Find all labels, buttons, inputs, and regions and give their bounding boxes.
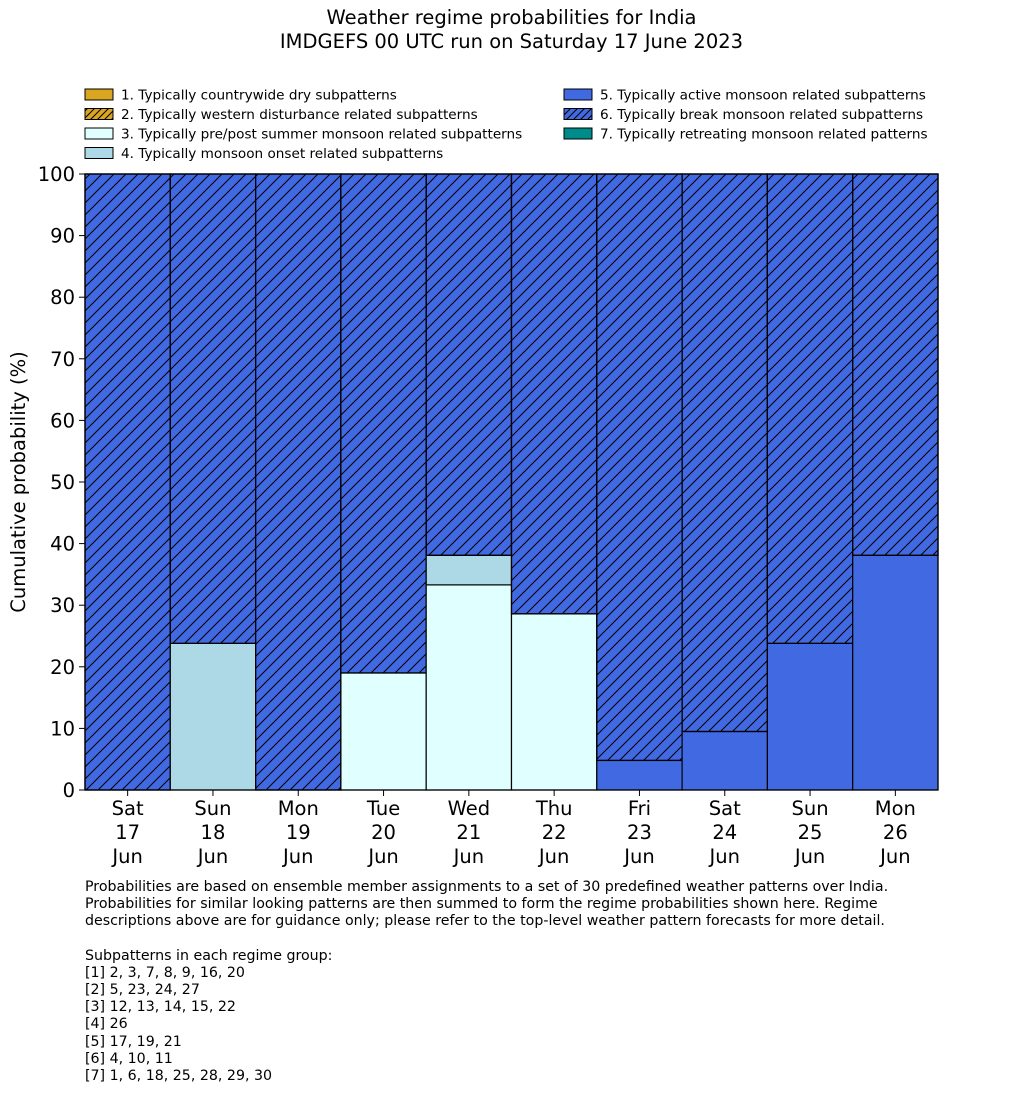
y-tick-label: 40 [50, 533, 75, 556]
legend-swatch-regime-5 [563, 88, 593, 101]
y-tick-label: 0 [63, 779, 75, 802]
group-line: [2] 5, 23, 24, 27 [85, 982, 200, 999]
legend-label-regime-3: 3. Typically pre/post summer monsoon rel… [121, 127, 522, 143]
y-tick-label: 90 [50, 225, 75, 248]
group-line: [5] 17, 19, 21 [85, 1033, 182, 1050]
bar-hatch-regime-6 [681, 173, 768, 733]
axes: 0 10 20 30 40 50 60 70 80 90 100 Sat 17 Jun Sun 18 Jun Mo… [7, 163, 939, 868]
bar-hatch-regime-6 [255, 173, 342, 791]
legend-label-regime-2: 2. Typically western disturbance related… [121, 107, 478, 123]
y-tick-label: 50 [50, 471, 75, 494]
chart-title: Weather regime probabilities for India [326, 6, 697, 29]
bar-hatch-regime-6 [425, 173, 513, 556]
legend: 1. Typically countrywide dry subpatterns… [84, 88, 928, 162]
footnote: Probabilities are based on ensemble memb… [85, 879, 985, 1085]
x-tick-label: Fri 23 Jun [622, 797, 654, 868]
bar-hatch-regime-6 [169, 173, 257, 644]
group-line: [6] 4, 10, 11 [85, 1050, 173, 1067]
bar-segment-regime-3 [340, 672, 427, 791]
bar-segment-regime-5 [596, 759, 683, 791]
bar-segment-regime-3 [425, 584, 513, 791]
regime-chart: 1. Typically countrywide dry subpatterns… [7, 88, 939, 868]
y-tick-label: 10 [50, 717, 75, 740]
footnote-line: Probabilities are based on ensemble memb… [85, 879, 889, 895]
bar-segment-regime-5 [681, 730, 768, 791]
legend-swatch-regime-1 [84, 88, 114, 101]
y-tick-label: 60 [50, 409, 75, 432]
legend-swatch-regime-4 [84, 147, 114, 159]
y-tick-label: 100 [38, 163, 75, 186]
x-tick-label: Mon 26 Jun [875, 797, 916, 868]
bar-segment-regime-4 [169, 642, 257, 791]
x-tick-label: Sat 24 Jun [708, 797, 742, 868]
chart-subtitle: IMDGEFS 00 UTC run on Saturday 17 June 2… [279, 30, 744, 53]
chart-title-block: Weather regime probabilities for India I… [0, 6, 1023, 54]
group-line: [3] 12, 13, 14, 15, 22 [85, 999, 236, 1016]
legend-swatch-regime-3 [84, 127, 114, 140]
bar-hatch-regime-6 [596, 173, 683, 762]
group-line: [4] 26 [85, 1016, 128, 1033]
y-tick-label: 80 [50, 286, 75, 309]
bar-hatch-regime-6 [510, 173, 598, 615]
y-tick-label: 70 [50, 348, 75, 371]
x-tick-label: Sat 17 Jun [110, 797, 144, 868]
bar-hatch-regime-6 [766, 173, 854, 644]
legend-label-regime-5: 5. Typically active monsoon related subp… [600, 88, 926, 104]
groups-heading: Subpatterns in each regime group: [85, 947, 333, 964]
x-tick-label: Mon 19 Jun [278, 797, 319, 868]
group-line: [7] 1, 6, 18, 25, 28, 29, 30 [85, 1068, 273, 1085]
x-tick-label: Sun 25 Jun [791, 797, 828, 868]
footnote-line: Probabilities for similar looking patter… [85, 896, 878, 913]
x-tick-label: Wed 21 Jun [448, 797, 491, 868]
legend-label-regime-1: 1. Typically countrywide dry subpatterns [121, 88, 397, 104]
bar-hatch-regime-6 [84, 173, 171, 791]
y-tick-label: 30 [50, 594, 75, 617]
bar-hatch-regime-6 [340, 173, 427, 674]
bar-stack-group [84, 173, 939, 791]
y-tick-label: 20 [50, 656, 75, 679]
legend-label-regime-7: 7. Typically retreating monsoon related … [600, 127, 928, 143]
x-tick-label: Tue 20 Jun [366, 797, 400, 868]
group-line: [1] 2, 3, 7, 8, 9, 16, 20 [85, 964, 245, 981]
x-tick-label: Sun 18 Jun [194, 797, 231, 868]
bar-segment-regime-5 [766, 642, 854, 791]
bar-segment-regime-5 [852, 554, 939, 791]
legend-label-regime-4: 4. Typically monsoon onset related subpa… [121, 146, 443, 162]
bar-hatch-regime-6 [852, 173, 939, 556]
bar-segment-regime-3 [510, 613, 598, 791]
footnote-line: descriptions above are for guidance only… [85, 913, 885, 930]
legend-label-regime-6: 6. Typically break monsoon related subpa… [600, 107, 923, 123]
x-tick-label: Thu 22 Jun [535, 797, 573, 868]
y-axis-label: Cumulative probability (%) [7, 351, 30, 612]
legend-swatch-regime-7 [563, 127, 593, 140]
bar-segment-regime-4 [425, 554, 513, 586]
